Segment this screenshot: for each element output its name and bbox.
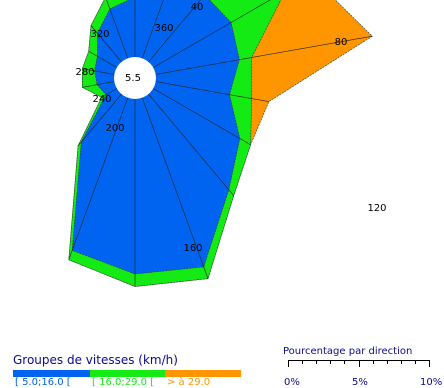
spoke-line — [155, 35, 373, 75]
scale-tick — [288, 360, 289, 367]
scale-tick — [302, 360, 303, 364]
calm-value: 5.5 — [125, 73, 141, 84]
spoke-line — [101, 88, 117, 98]
scale-tick — [359, 360, 360, 367]
scale-title: Pourcentage par direction — [283, 346, 413, 357]
scale-tick — [316, 360, 317, 364]
direction-label-80: 80 — [335, 37, 348, 48]
spoke-line — [82, 81, 115, 88]
direction-label-320: 320 — [90, 29, 109, 40]
scale-tick — [401, 360, 402, 364]
scale-tick — [373, 360, 374, 364]
scale-tick — [429, 360, 430, 367]
spoke-line — [141, 97, 209, 279]
scale-tick — [387, 360, 388, 364]
spoke-line — [68, 97, 129, 260]
spoke-line — [90, 25, 122, 63]
spoke-line — [148, 93, 234, 196]
direction-label-240: 240 — [92, 94, 111, 105]
wind-rose-petals — [68, 0, 373, 287]
legend-swatch-high — [165, 370, 241, 377]
spoke-line — [153, 88, 251, 145]
direction-spokes — [68, 0, 373, 287]
legend-swatch-low — [13, 370, 90, 377]
direction-label-280: 280 — [75, 67, 94, 78]
spoke-line — [106, 0, 129, 59]
spoke-line — [77, 93, 122, 146]
spoke-line — [88, 50, 117, 68]
direction-label-200: 200 — [105, 123, 124, 134]
scale-tick — [415, 360, 416, 364]
scale-label-10: 10% — [420, 377, 443, 388]
wind-rose-chart: 5.5 360 40 80 120 160 200 240 280 320 — [68, 0, 387, 287]
scale-tick — [330, 360, 331, 364]
direction-labels: 360 40 80 120 160 200 240 280 320 — [75, 2, 386, 254]
scale-tick — [344, 360, 345, 364]
legend-title: Groupes de vitesses (km/h) — [13, 353, 178, 367]
direction-label-40: 40 — [191, 2, 204, 13]
direction-label-120: 120 — [367, 203, 386, 214]
legend-swatch-mid — [90, 370, 165, 377]
direction-label-160: 160 — [183, 243, 202, 254]
spoke-line — [153, 0, 271, 68]
scale-label-5: 5% — [352, 377, 368, 388]
petal-area-low — [71, 0, 241, 275]
legend-label-low: [ 5.0;16.0 [ — [15, 377, 71, 388]
legend-label-high: > à 29.0 — [167, 377, 211, 388]
direction-label-360: 360 — [154, 23, 173, 34]
spoke-line — [148, 0, 201, 63]
spoke-line — [141, 0, 164, 59]
legend-label-mid: [ 16.0;29.0 [ — [92, 377, 155, 388]
spoke-line — [82, 68, 115, 75]
scale-label-0: 0% — [284, 377, 300, 388]
calm-circle — [114, 57, 156, 99]
spoke-line — [155, 81, 269, 102]
